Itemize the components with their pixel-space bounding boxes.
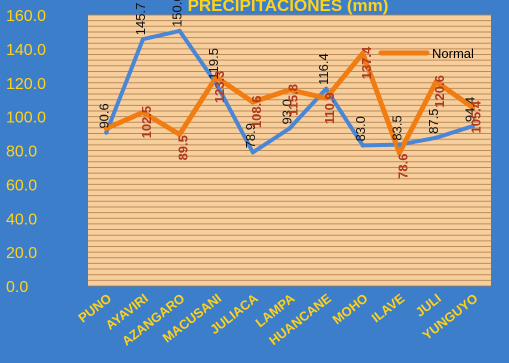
y-tick-label: 0.0 [6, 279, 28, 296]
series-normal-point [323, 95, 329, 101]
series-normal-point [470, 104, 476, 110]
y-tick-label: 80.0 [6, 144, 37, 161]
series-blue-point [360, 143, 365, 148]
y-axis: 0.0 20.0 40.0 60.0 80.0 100.0 120.0 140.0 160.0 [6, 8, 46, 296]
normal-data-label: 89.5 [176, 135, 191, 160]
blue-data-label: 116.4 [316, 53, 331, 85]
blue-data-label: 145.7 [133, 3, 148, 36]
y-tick-label: 160.0 [6, 8, 46, 25]
y-tick-label: 140.0 [6, 42, 46, 59]
series-blue-point [177, 28, 182, 34]
normal-data-label: 115.8 [286, 84, 301, 116]
series-blue-point [397, 142, 402, 147]
y-tick-label: 60.0 [6, 177, 37, 194]
series-blue-point [470, 123, 475, 129]
normal-data-label: 110.9 [322, 92, 337, 124]
data-labels: 90.6 145.7 150.6 119.5 78.9 93.0 116.4 83.0 83.5… [96, 0, 483, 179]
normal-data-label: 102.5 [139, 106, 154, 139]
series-blue-point [287, 126, 292, 131]
series-blue-point [104, 130, 109, 135]
blue-data-label: 78.9 [243, 123, 258, 148]
normal-data-label: 137.4 [359, 46, 374, 79]
series-normal-point [103, 125, 109, 131]
series-normal-point [140, 109, 146, 115]
series-normal-point [360, 50, 366, 56]
blue-data-label: 94.4 [463, 97, 478, 122]
normal-data-label: 78.6 [395, 154, 410, 179]
legend-normal-label: Normal [432, 46, 474, 61]
series-normal-point [177, 131, 183, 137]
series-normal-point [396, 150, 402, 156]
normal-data-label: 120.6 [432, 75, 447, 108]
y-tick-label: 40.0 [6, 211, 37, 228]
blue-data-label: 83.5 [389, 115, 404, 140]
series-normal-point [213, 74, 219, 80]
series-normal-point [287, 87, 292, 93]
series-blue-point [214, 81, 219, 86]
chart-title: PRECIPITACIONES (mm) [188, 0, 389, 15]
series-blue-point [433, 135, 439, 140]
y-tick-label: 20.0 [6, 245, 37, 262]
blue-data-label: 119.5 [206, 48, 221, 80]
normal-data-label: 105.4 [469, 100, 484, 133]
normal-data-label: 123.3 [212, 71, 227, 104]
blue-data-label: 87.5 [426, 108, 441, 133]
blue-data-label: 83.0 [353, 116, 368, 141]
series-normal-point [433, 79, 439, 85]
blue-data-label: 90.6 [96, 103, 111, 128]
series-normal-point [250, 99, 256, 105]
blue-data-label: 93.0 [280, 99, 295, 124]
y-tick-label: 100.0 [6, 110, 46, 127]
series-blue-point [250, 150, 256, 155]
y-tick-label: 120.0 [6, 76, 46, 93]
series-blue-point [140, 37, 146, 42]
blue-data-label: 150.6 [170, 0, 185, 27]
normal-data-label: 108.6 [249, 96, 264, 129]
series-layer [103, 28, 476, 156]
legend: Normal [378, 46, 474, 61]
series-blue-point [323, 86, 329, 92]
